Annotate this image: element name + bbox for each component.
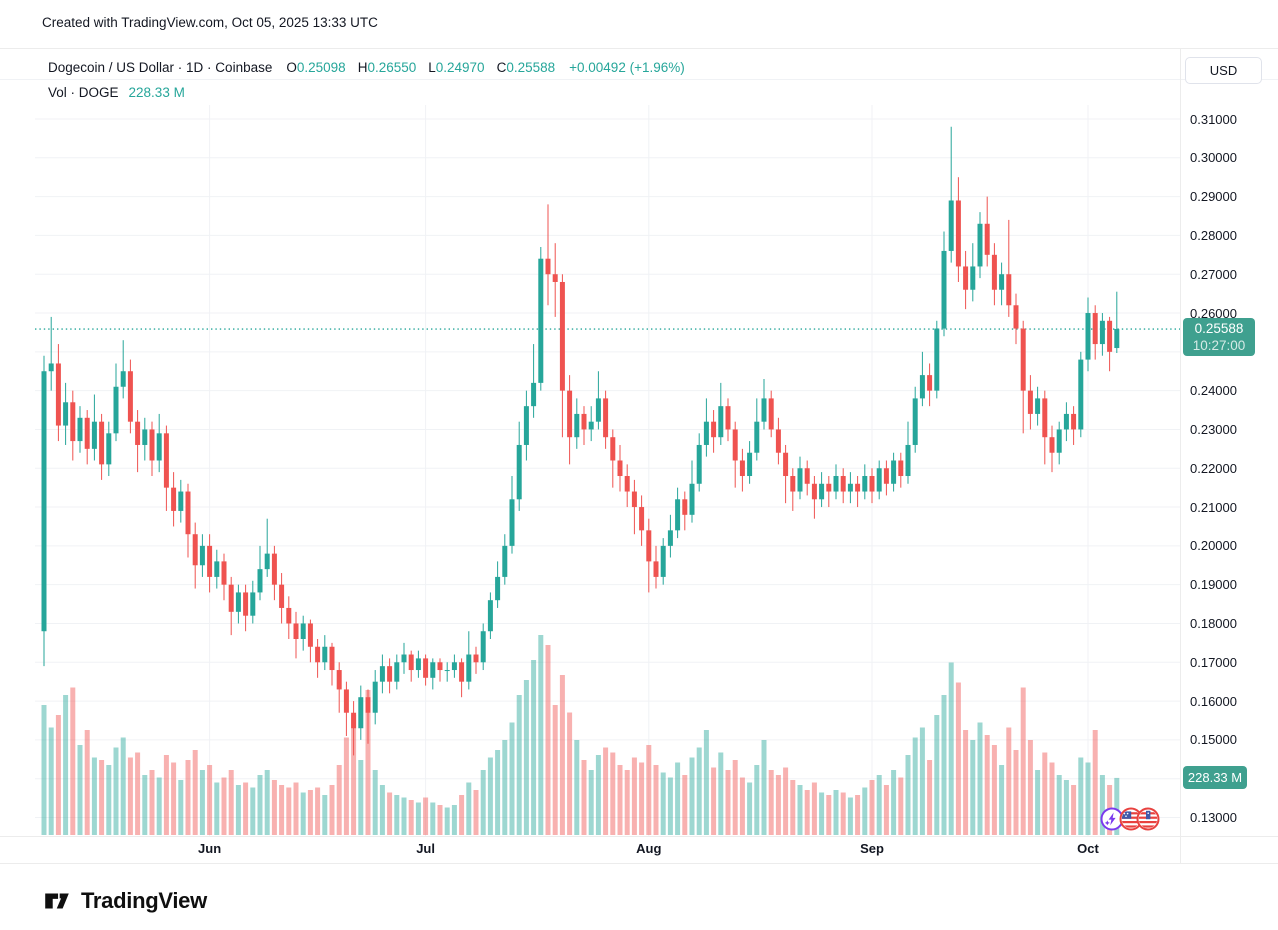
price-axis-label: 0.20000 — [1190, 538, 1237, 554]
us-flag-event-icon[interactable] — [1136, 807, 1160, 831]
time-axis-divider-bottom — [0, 863, 1278, 864]
tradingview-logo[interactable]: TradingView — [42, 886, 207, 916]
last-price-value: 0.25588 — [1194, 321, 1244, 337]
bar-countdown: 10:27:00 — [1192, 338, 1246, 354]
time-axis-label-jul: Jul — [416, 841, 435, 856]
volume-row: Vol · DOGE 228.33 M — [48, 82, 685, 102]
price-axis-label: 0.13000 — [1190, 810, 1237, 825]
header-divider — [0, 48, 1278, 49]
price-axis-divider — [1180, 48, 1181, 863]
last-price-badge: 0.25588 10:27:00 — [1183, 318, 1255, 357]
time-axis-label-aug: Aug — [636, 841, 662, 856]
price-axis-label: 0.24000 — [1190, 383, 1237, 399]
change-value: +0.00492 (+1.96%) — [569, 59, 685, 75]
tradingview-logo-text: TradingView — [81, 888, 207, 913]
price-axis-label: 0.26000 — [1190, 305, 1237, 321]
time-axis-label-sep: Sep — [860, 841, 884, 856]
volume-value: 228.33 M — [128, 84, 185, 100]
chart-legend: Dogecoin / US Dollar · 1D · Coinbase O0.… — [48, 57, 685, 102]
price-axis-label: 0.30000 — [1190, 150, 1237, 166]
price-axis-label: 0.22000 — [1190, 460, 1237, 476]
currency-toggle-button[interactable]: USD — [1185, 57, 1262, 84]
ohlc-readout: O0.25098 H0.26550 L0.24970 C0.25588 — [286, 59, 556, 75]
price-axis[interactable]: 0.31000 0.30000 0.29000 0.28000 0.27000 0.260… — [1180, 48, 1278, 863]
volume-badge: 228.33 M — [1183, 765, 1247, 789]
price-axis-label: 0.16000 — [1190, 693, 1237, 709]
price-axis-label: 0.29000 — [1190, 189, 1237, 205]
price-axis-label: 0.27000 — [1190, 266, 1237, 282]
tradingview-logo-mark — [45, 893, 69, 909]
price-axis-label: 0.31000 — [1190, 111, 1237, 127]
time-axis-label-jun: Jun — [198, 841, 222, 856]
header: Created with TradingView.com, Oct 05, 20… — [0, 0, 1278, 48]
open-value: 0.25098 — [296, 59, 346, 75]
price-axis-label: 0.15000 — [1190, 732, 1237, 748]
symbol-row: Dogecoin / US Dollar · 1D · Coinbase O0.… — [48, 57, 685, 77]
time-axis-label-oct: Oct — [1077, 841, 1099, 856]
price-axis-label: 0.23000 — [1190, 421, 1237, 437]
price-axis-label: 0.21000 — [1190, 499, 1237, 515]
time-axis-divider-top — [0, 836, 1278, 837]
symbol-title: Dogecoin / US Dollar · 1D · Coinbase — [48, 59, 273, 75]
price-axis-label: 0.28000 — [1190, 227, 1237, 243]
toolbar-divider — [0, 79, 1278, 80]
event-markers — [1100, 807, 1160, 831]
low-value: 0.24970 — [435, 59, 485, 75]
volume-label: Vol · DOGE — [48, 84, 119, 100]
high-value: 0.26550 — [367, 59, 417, 75]
price-axis-label: 0.18000 — [1190, 615, 1237, 631]
time-axis[interactable]: Jun Jul Aug Sep Oct — [0, 836, 1278, 863]
price-axis-label: 0.19000 — [1190, 577, 1237, 593]
price-axis-label: 0.17000 — [1190, 654, 1237, 670]
close-value: 0.25588 — [506, 59, 556, 75]
attribution-text: Created with TradingView.com, Oct 05, 20… — [42, 15, 378, 30]
